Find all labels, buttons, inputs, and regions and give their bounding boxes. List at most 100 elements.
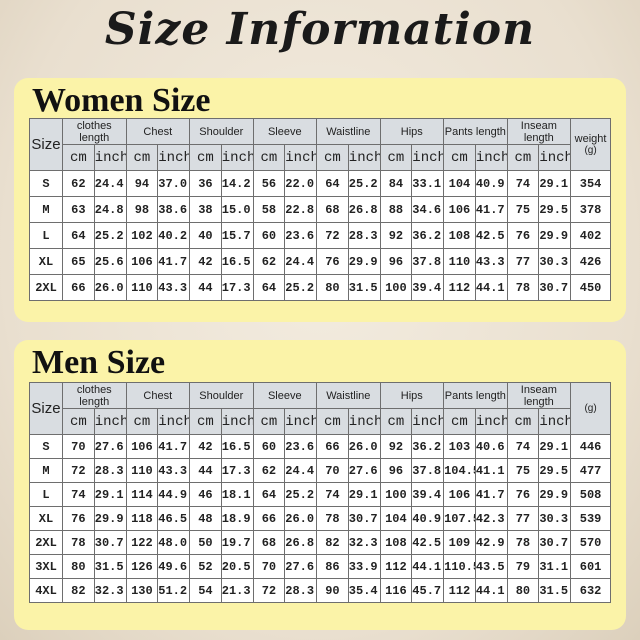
inch-cell: 29.5: [538, 458, 572, 483]
unit-cm: cm: [252, 408, 286, 435]
cm-cell: 110: [125, 458, 159, 483]
inch-cell: 29.1: [93, 482, 127, 507]
inch-cell: 30.7: [347, 506, 381, 531]
cm-cell: 68: [252, 530, 286, 555]
weight-cell: 570: [570, 530, 612, 555]
inch-cell: 16.5: [220, 434, 254, 459]
unit-inch: inch: [538, 408, 572, 435]
inch-cell: 26.0: [93, 274, 127, 301]
cm-cell: 64: [252, 482, 286, 507]
cm-cell: 42: [189, 248, 222, 275]
size-cell: S: [29, 170, 63, 197]
inch-cell: 43.3: [474, 248, 508, 275]
inch-cell: 17.3: [220, 458, 254, 483]
inch-cell: 39.4: [411, 274, 445, 301]
inch-cell: 20.5: [220, 554, 254, 579]
cm-cell: 130: [125, 578, 159, 603]
unit-cm: cm: [443, 144, 476, 171]
unit-inch: inch: [220, 408, 254, 435]
column-header: Shoulder: [189, 118, 254, 145]
inch-cell: 44.9: [157, 482, 191, 507]
inch-cell: 23.6: [284, 434, 318, 459]
cm-cell: 74: [506, 434, 540, 459]
inch-cell: 43.5: [474, 554, 508, 579]
cm-cell: 72: [252, 578, 286, 603]
inch-cell: 40.9: [474, 170, 508, 197]
unit-inch: inch: [93, 408, 127, 435]
weight-cell: 378: [570, 196, 612, 223]
inch-cell: 51.2: [157, 578, 191, 603]
size-cell: 3XL: [29, 554, 63, 579]
cm-cell: 92: [379, 222, 413, 249]
unit-cm: cm: [189, 144, 222, 171]
weight-cell: 508: [570, 482, 612, 507]
size-header: Size: [29, 382, 63, 435]
size-cell: M: [29, 458, 63, 483]
cm-cell: 110: [125, 274, 159, 301]
inch-cell: 36.2: [411, 222, 445, 249]
cm-cell: 104.5: [443, 458, 476, 483]
inch-cell: 29.9: [538, 222, 572, 249]
weight-cell: 477: [570, 458, 612, 483]
inch-cell: 43.3: [157, 274, 191, 301]
unit-cm: cm: [125, 408, 159, 435]
weight-unit: (g): [584, 402, 597, 414]
cm-cell: 66: [252, 506, 286, 531]
column-header: clothes length: [62, 118, 127, 145]
cm-cell: 42: [189, 434, 222, 459]
cm-cell: 94: [125, 170, 159, 197]
unit-inch: inch: [411, 144, 445, 171]
cm-cell: 98: [125, 196, 159, 223]
unit-inch: inch: [538, 144, 572, 171]
column-header: Waistline: [316, 382, 381, 409]
cm-cell: 100: [379, 482, 413, 507]
column-header: Shoulder: [189, 382, 254, 409]
cm-cell: 50: [189, 530, 222, 555]
inch-cell: 30.7: [538, 530, 572, 555]
table-row: 2XL 66 26.0 110 43.3 44 17.3 64 25.2 80 31.5 100 39.…: [29, 274, 612, 301]
header-row: Size clothes length Chest Shoulder Sleeve Wai…: [29, 382, 612, 435]
men-size-heading: Men Size: [32, 344, 166, 381]
cm-cell: 68: [316, 196, 349, 223]
inch-cell: 31.5: [347, 274, 381, 301]
cm-cell: 82: [62, 578, 95, 603]
column-header: Chest: [125, 382, 191, 409]
cm-cell: 60: [252, 434, 286, 459]
unit-inch: inch: [157, 408, 191, 435]
cm-cell: 76: [506, 482, 540, 507]
column-header: Hips: [379, 118, 445, 145]
inch-cell: 34.6: [411, 196, 445, 223]
inch-cell: 27.6: [347, 458, 381, 483]
inch-cell: 37.0: [157, 170, 191, 197]
cm-cell: 72: [316, 222, 349, 249]
unit-inch: inch: [474, 408, 508, 435]
unit-cm: cm: [316, 408, 349, 435]
inch-cell: 33.1: [411, 170, 445, 197]
unit-inch: inch: [284, 408, 318, 435]
size-header: Size: [29, 118, 63, 171]
inch-cell: 44.1: [474, 274, 508, 301]
size-cell: 2XL: [29, 530, 63, 555]
inch-cell: 30.3: [538, 506, 572, 531]
cm-cell: 100: [379, 274, 413, 301]
cm-cell: 62: [252, 248, 286, 275]
inch-cell: 25.6: [93, 248, 127, 275]
cm-cell: 74: [506, 170, 540, 197]
cm-cell: 78: [316, 506, 349, 531]
cm-cell: 64: [62, 222, 95, 249]
cm-cell: 44: [189, 458, 222, 483]
cm-cell: 96: [379, 248, 413, 275]
inch-cell: 29.9: [347, 248, 381, 275]
cm-cell: 109: [443, 530, 476, 555]
cm-cell: 63: [62, 196, 95, 223]
inch-cell: 42.5: [474, 222, 508, 249]
men-size-table: Size clothes length Chest Shoulder Sleeve Wai…: [29, 382, 612, 603]
inch-cell: 15.7: [220, 222, 254, 249]
inch-cell: 14.2: [220, 170, 254, 197]
cm-cell: 112: [379, 554, 413, 579]
cm-cell: 75: [506, 458, 540, 483]
inch-cell: 15.0: [220, 196, 254, 223]
cm-cell: 104: [443, 170, 476, 197]
inch-cell: 28.3: [93, 458, 127, 483]
column-header: Inseam length: [506, 118, 572, 145]
